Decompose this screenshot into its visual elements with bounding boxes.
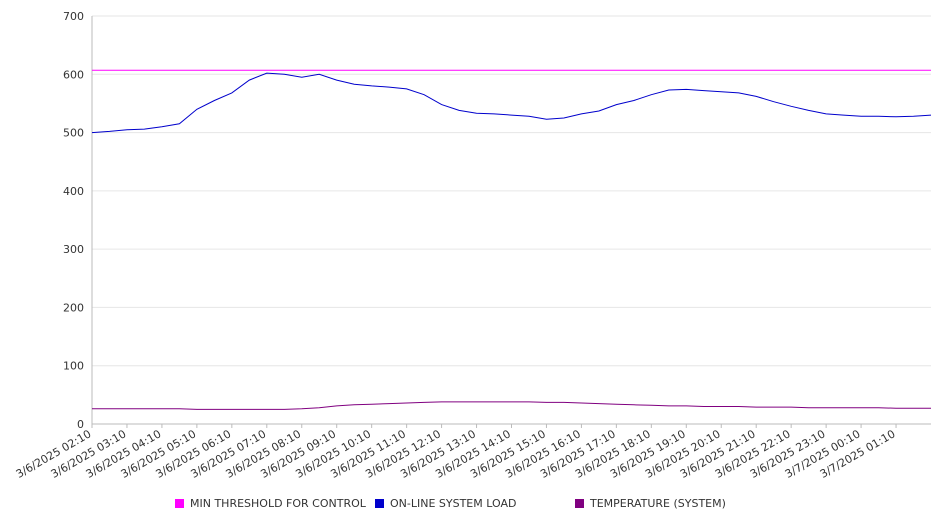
legend: MIN THRESHOLD FOR CONTROL ON-LINE SYSTEM… (0, 497, 946, 515)
y-axis-ticks: 0 100 200 300 400 500 600 700 (63, 10, 84, 431)
x-axis-ticks: 3/6/2025 02:103/6/2025 03:103/6/2025 04:… (14, 424, 898, 481)
legend-swatch-temperature (575, 499, 584, 508)
series-line-temperature-system (92, 401, 931, 410)
y-tick-label: 600 (63, 68, 84, 81)
legend-swatch-online-system-load (375, 499, 384, 508)
y-tick-label: 0 (77, 418, 84, 431)
series-line-on-line-system-load (91, 72, 932, 134)
y-tick-label: 400 (63, 185, 84, 198)
legend-item-temperature[interactable]: TEMPERATURE (SYSTEM) (575, 497, 726, 510)
y-tick-label: 500 (63, 127, 84, 140)
legend-label-online-system-load: ON-LINE SYSTEM LOAD (390, 497, 517, 510)
legend-swatch-min-threshold (175, 499, 184, 508)
legend-item-min-threshold[interactable]: MIN THRESHOLD FOR CONTROL (175, 497, 366, 510)
legend-label-min-threshold: MIN THRESHOLD FOR CONTROL (190, 497, 366, 510)
y-tick-label: 200 (63, 301, 84, 314)
series-lines (91, 69, 932, 410)
y-tick-label: 300 (63, 243, 84, 256)
y-tick-label: 700 (63, 10, 84, 23)
gridlines (92, 15, 931, 367)
legend-item-online-system-load[interactable]: ON-LINE SYSTEM LOAD (375, 497, 516, 510)
y-tick-label: 100 (63, 360, 84, 373)
legend-label-temperature: TEMPERATURE (SYSTEM) (590, 497, 726, 510)
